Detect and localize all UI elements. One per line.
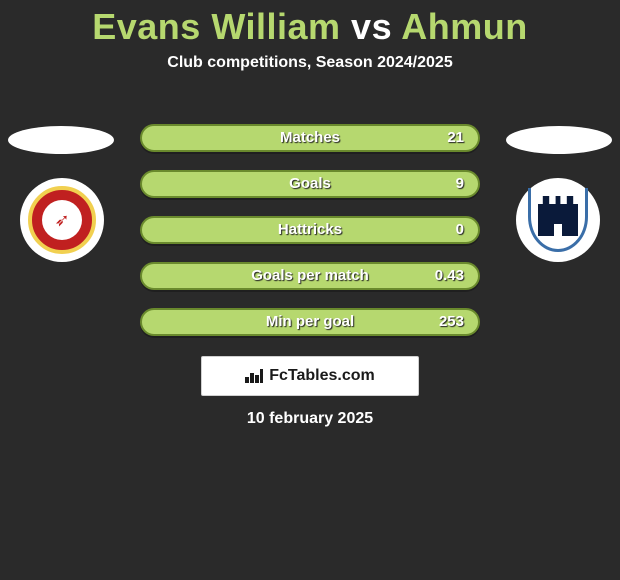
stat-row-hattricks: Hattricks 0 <box>140 216 480 244</box>
stat-value: 21 <box>447 129 464 146</box>
bar-chart-icon <box>245 369 263 383</box>
comparison-card: Evans William vs Ahmun Club competitions… <box>0 0 620 580</box>
archer-icon: ➶ <box>42 200 82 240</box>
left-highlight-ellipse <box>8 126 114 154</box>
team-badge-left-ring: ➶ <box>28 186 96 254</box>
stat-label: Goals <box>142 175 478 192</box>
team-badge-left: ➶ <box>20 178 104 262</box>
stat-label: Goals per match <box>142 267 478 284</box>
stat-value: 253 <box>439 313 464 330</box>
stat-row-goals-per-match: Goals per match 0.43 <box>140 262 480 290</box>
stat-row-min-per-goal: Min per goal 253 <box>140 308 480 336</box>
stat-value: 0 <box>456 221 464 238</box>
page-title: Evans William vs Ahmun <box>0 0 620 48</box>
vs-separator: vs <box>351 6 392 47</box>
team-badge-right <box>516 178 600 262</box>
stat-label: Matches <box>142 129 478 146</box>
stat-row-goals: Goals 9 <box>140 170 480 198</box>
player-1-name: Evans William <box>92 6 340 47</box>
stat-label: Hattricks <box>142 221 478 238</box>
player-2-name: Ahmun <box>401 6 527 47</box>
right-highlight-ellipse <box>506 126 612 154</box>
stat-bars: Matches 21 Goals 9 Hattricks 0 Goals per… <box>140 124 480 354</box>
stat-row-matches: Matches 21 <box>140 124 480 152</box>
team-badge-right-shield <box>528 188 588 252</box>
site-name: FcTables.com <box>269 367 375 385</box>
subtitle: Club competitions, Season 2024/2025 <box>0 54 620 72</box>
stat-value: 0.43 <box>435 267 464 284</box>
branding-box: FcTables.com <box>201 356 419 396</box>
stat-value: 9 <box>456 175 464 192</box>
footer-date: 10 february 2025 <box>0 410 620 428</box>
stat-label: Min per goal <box>142 313 478 330</box>
